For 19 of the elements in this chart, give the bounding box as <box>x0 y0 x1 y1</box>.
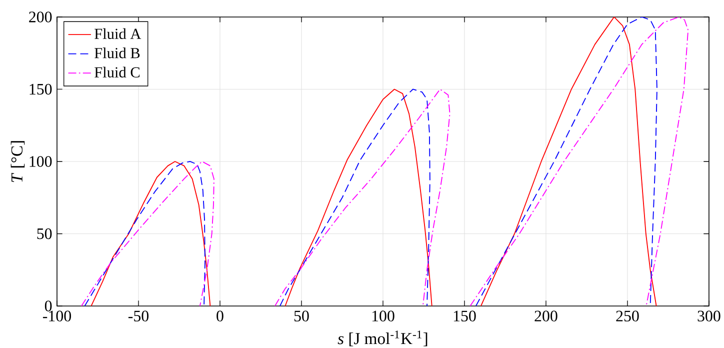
y-tick-label: 200 <box>29 12 52 22</box>
x-tick-label: 50 <box>294 310 309 322</box>
y-tick-label: 100 <box>30 156 52 167</box>
y-tick-label: 150 <box>30 84 52 95</box>
x-tick-label: 200 <box>534 310 558 322</box>
x-tick-label: -100 <box>42 310 71 322</box>
y-tick-label: 0 <box>44 300 52 312</box>
x-tick-label: 150 <box>454 310 476 322</box>
y-tick-label: 50 <box>37 228 52 240</box>
x-tick-label: 0 <box>216 310 224 322</box>
legend-label: Fluid C <box>94 66 140 78</box>
legend-label: Fluid B <box>94 48 140 58</box>
legend-label: Fluid A <box>94 28 142 40</box>
x-tick-label: 300 <box>698 310 720 322</box>
x-tick-label: 250 <box>616 310 639 322</box>
x-axis-title: s [J mol$^{-1}$K$^{-1}$] <box>338 330 428 346</box>
y-axis-title: T [°C] <box>10 141 25 182</box>
x-tick-label: 100 <box>372 310 394 322</box>
x-tick-label: -50 <box>128 310 148 322</box>
